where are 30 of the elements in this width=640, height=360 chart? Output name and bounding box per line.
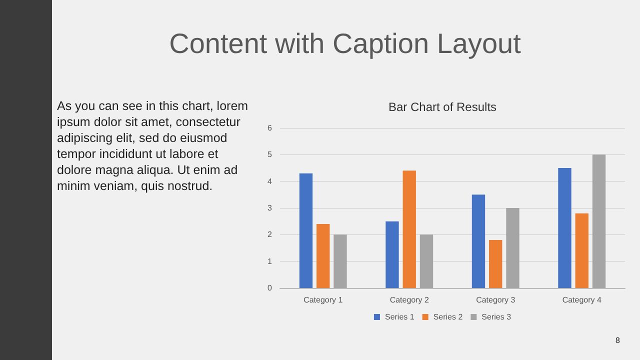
y-tick-label: 4 xyxy=(268,176,273,186)
y-tick-label: 0 xyxy=(268,284,273,292)
y-tick-label: 3 xyxy=(268,204,273,212)
chart-title: Bar Chart of Results xyxy=(388,100,497,114)
y-tick-label: 1 xyxy=(268,256,273,266)
x-tick-label: Category 2 xyxy=(390,296,430,304)
bar xyxy=(472,194,486,288)
bar xyxy=(299,173,313,288)
x-tick-label: Category 3 xyxy=(476,296,516,304)
bar xyxy=(558,168,572,288)
text: 8 xyxy=(614,336,620,345)
text: Content with Caption Layout xyxy=(168,28,522,60)
text: As you can see in this chart, lorem ipsum dolor sit amet, consectetur adipiscing elit, sed do eiusmod tempor incididunt ut labore et dolore magna aliqua. Ut enim ad minim veniam, quis nostrud. xyxy=(57,98,250,194)
bar xyxy=(489,240,502,288)
legend-label: Series 1 xyxy=(384,312,415,322)
bar xyxy=(575,213,588,288)
legend-label: Series 3 xyxy=(482,312,512,322)
bar xyxy=(386,221,399,288)
bar xyxy=(402,170,416,288)
legend-label: Series 2 xyxy=(433,312,464,322)
bar xyxy=(334,234,347,288)
x-tick-label: Category 1 xyxy=(304,296,344,304)
bar xyxy=(592,154,606,288)
bar xyxy=(420,234,434,288)
x-tick-label: Category 4 xyxy=(562,296,602,304)
y-tick-label: 2 xyxy=(268,230,273,240)
bar xyxy=(316,224,330,288)
bar xyxy=(506,208,520,288)
y-tick-label: 6 xyxy=(268,124,273,132)
y-tick-label: 5 xyxy=(268,150,273,160)
